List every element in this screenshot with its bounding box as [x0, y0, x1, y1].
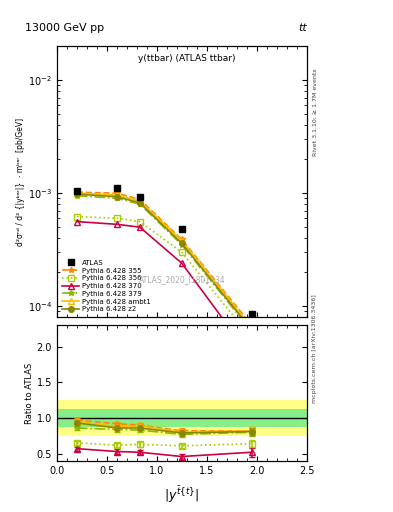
Pythia 6.428 356	[249, 335, 254, 342]
Pythia 6.428 370	[114, 221, 119, 227]
Line: Pythia 6.428 z2: Pythia 6.428 z2	[74, 191, 254, 332]
Text: tt: tt	[298, 23, 307, 33]
Line: Pythia 6.428 370: Pythia 6.428 370	[74, 219, 254, 360]
Y-axis label: d²σⁿᵈ / d² {|yᵇᵃʳ|}  ⋅ mᵇᵃʳ  [pb/GeV]: d²σⁿᵈ / d² {|yᵇᵃʳ|} ⋅ mᵇᵃʳ [pb/GeV]	[16, 118, 25, 246]
Pythia 6.428 379	[138, 201, 142, 207]
Pythia 6.428 356	[138, 219, 142, 225]
Line: Pythia 6.428 356: Pythia 6.428 356	[74, 214, 254, 341]
Pythia 6.428 379	[249, 328, 254, 334]
Line: Pythia 6.428 379: Pythia 6.428 379	[74, 193, 254, 334]
Pythia 6.428 ambt1	[75, 190, 79, 196]
Text: ATLAS_2020_I1801434: ATLAS_2020_I1801434	[138, 275, 225, 285]
Pythia 6.428 370	[138, 224, 142, 230]
Pythia 6.428 355	[75, 189, 79, 195]
Pythia 6.428 355	[114, 190, 119, 196]
Pythia 6.428 379	[114, 195, 119, 201]
ATLAS	[75, 188, 79, 194]
Pythia 6.428 ambt1	[179, 238, 184, 244]
Pythia 6.428 z2	[75, 191, 79, 197]
Pythia 6.428 356	[179, 249, 184, 255]
Text: Rivet 3.1.10; ≥ 1.7M events: Rivet 3.1.10; ≥ 1.7M events	[312, 69, 318, 157]
Pythia 6.428 355	[179, 237, 184, 243]
ATLAS	[114, 185, 119, 191]
Text: mcplots.cern.ch [arXiv:1306.3436]: mcplots.cern.ch [arXiv:1306.3436]	[312, 294, 318, 402]
Line: ATLAS: ATLAS	[73, 185, 255, 317]
Pythia 6.428 355	[249, 322, 254, 328]
Pythia 6.428 z2	[249, 327, 254, 333]
Pythia 6.428 ambt1	[114, 192, 119, 198]
Pythia 6.428 ambt1	[138, 198, 142, 204]
ATLAS	[138, 194, 142, 200]
Pythia 6.428 z2	[138, 200, 142, 206]
Pythia 6.428 370	[75, 219, 79, 225]
Line: Pythia 6.428 355: Pythia 6.428 355	[74, 189, 254, 328]
Pythia 6.428 z2	[114, 194, 119, 200]
Pythia 6.428 379	[179, 242, 184, 248]
Pythia 6.428 356	[75, 214, 79, 220]
Pythia 6.428 z2	[179, 240, 184, 246]
Pythia 6.428 379	[75, 193, 79, 199]
Text: $|y^{\bar{t}\{t\}}|$: $|y^{\bar{t}\{t\}}|$	[164, 485, 199, 505]
Pythia 6.428 ambt1	[249, 324, 254, 330]
ATLAS	[249, 311, 254, 317]
Pythia 6.428 370	[249, 355, 254, 361]
ATLAS	[179, 226, 184, 232]
Pythia 6.428 355	[138, 196, 142, 202]
Text: y(ttbar) (ATLAS ttbar): y(ttbar) (ATLAS ttbar)	[138, 54, 235, 63]
Pythia 6.428 370	[179, 260, 184, 266]
Pythia 6.428 356	[114, 215, 119, 221]
Text: 13000 GeV pp: 13000 GeV pp	[24, 23, 104, 33]
Line: Pythia 6.428 ambt1: Pythia 6.428 ambt1	[74, 190, 254, 330]
Legend: ATLAS, Pythia 6.428 355, Pythia 6.428 356, Pythia 6.428 370, Pythia 6.428 379, P: ATLAS, Pythia 6.428 355, Pythia 6.428 35…	[61, 259, 152, 314]
Y-axis label: Ratio to ATLAS: Ratio to ATLAS	[25, 362, 34, 423]
